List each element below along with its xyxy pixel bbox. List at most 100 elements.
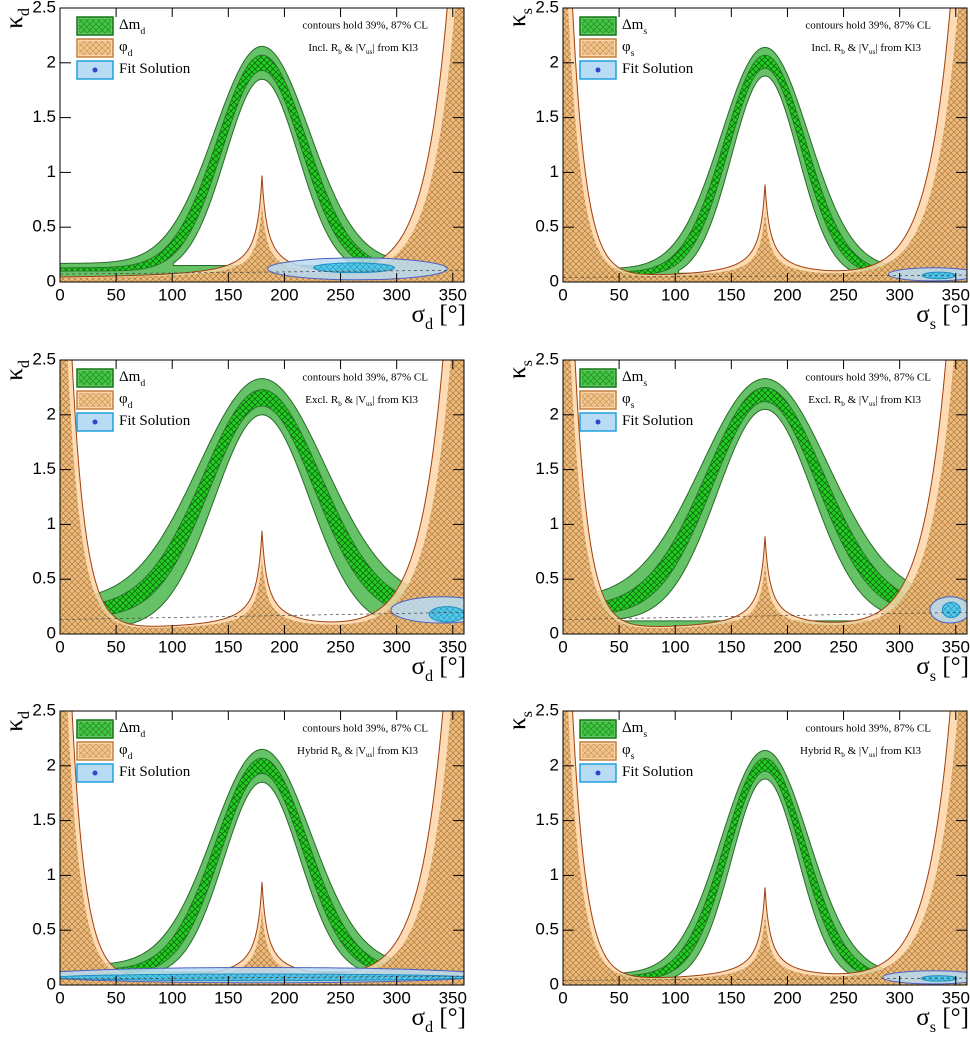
y-tick-label: 0 <box>550 271 559 290</box>
x-tick-label: 100 <box>661 637 689 656</box>
annotation-part: & |V <box>342 42 366 54</box>
dashed-contour <box>60 611 464 620</box>
y-axis-label-part: s <box>518 360 536 366</box>
y-tick-label: 1 <box>47 514 56 533</box>
legend-swatch-hatch <box>79 19 111 33</box>
x-axis-label-part: s <box>930 315 936 333</box>
legend-label-part: Fit Solution <box>119 764 191 780</box>
x-axis-label-part: d <box>425 667 433 685</box>
legend-label-part: Δm <box>119 369 141 385</box>
annotation: Incl. Rb & |Vus| from Kl3 <box>308 42 418 56</box>
y-tick-label: 1 <box>550 865 559 884</box>
x-tick-label: 100 <box>661 285 689 304</box>
x-tick-label: 250 <box>326 637 354 656</box>
annotation: Excl. Rb & |Vus| from Kl3 <box>808 394 921 408</box>
annotation-part: b <box>338 400 342 408</box>
legend-label-part: s <box>643 26 647 37</box>
y-tick-label: 1.5 <box>32 107 56 126</box>
y-axis-label: κs <box>504 360 536 379</box>
annotation-part: us <box>366 751 373 759</box>
x-tick-label: 50 <box>107 285 126 304</box>
x-tick-label: 350 <box>942 988 970 1007</box>
y-tick-label: 2 <box>47 52 56 71</box>
plot-area <box>563 8 967 282</box>
x-axis-label: σd [°] <box>411 1004 466 1036</box>
annotation: Hybrid Rb & |Vus| from Kl3 <box>800 745 921 759</box>
y-tick-label: 1.5 <box>535 107 559 126</box>
fit-region-inner <box>60 973 464 982</box>
x-tick-label: 200 <box>773 285 801 304</box>
legend-swatch-hatch <box>582 722 614 736</box>
legend-swatch-hatch <box>79 371 111 385</box>
legend-swatch-hatch <box>79 41 111 55</box>
legend-label: Fit Solution <box>119 61 191 77</box>
x-axis-label-part: σ <box>411 653 425 680</box>
annotation-part: Excl. R <box>808 394 842 406</box>
legend-label-part: Fit Solution <box>622 764 694 780</box>
legend-label-part: s <box>643 729 647 740</box>
y-axis-label: κd <box>1 8 33 29</box>
y-tick-label: 2 <box>47 755 56 774</box>
legend-label: Δmd <box>119 369 145 388</box>
legend-label: Δmd <box>119 720 145 739</box>
y-tick-label: 0 <box>47 974 56 993</box>
y-axis-label-part: κ <box>504 717 531 730</box>
legend-label-part: φ <box>622 391 631 407</box>
x-tick-label: 50 <box>610 637 629 656</box>
x-axis-label-part: [°] <box>433 1004 466 1031</box>
x-axis-label: σd [°] <box>411 653 466 685</box>
legend-label-part: φ <box>119 391 128 407</box>
fit-region-inner <box>428 606 464 623</box>
phi-region-hatched <box>563 711 967 985</box>
annotation: contours hold 39%, 87% CL <box>805 20 931 32</box>
x-tick-label: 0 <box>55 637 64 656</box>
legend-label: Fit Solution <box>622 61 694 77</box>
x-axis-label: σs [°] <box>916 653 969 685</box>
x-axis-label-part: d <box>425 315 433 333</box>
y-tick-label: 1 <box>47 865 56 884</box>
legend-label-part: d <box>140 26 145 37</box>
legend-swatch-hatch <box>79 744 111 758</box>
x-axis-label-part: [°] <box>936 301 969 328</box>
legend-label-part: Δm <box>622 369 644 385</box>
x-axis-label-part: σ <box>916 653 930 680</box>
frame <box>562 710 968 986</box>
legend-label-part: Δm <box>119 17 141 33</box>
y-tick-label: 2.5 <box>535 700 559 719</box>
annotation-part: us <box>366 400 373 408</box>
frame <box>59 7 465 283</box>
y-tick-label: 0.5 <box>535 217 559 236</box>
annotation-part: us <box>869 48 876 56</box>
fit-region-inner <box>313 262 395 274</box>
annotation-part: & |V <box>845 745 869 757</box>
legend-label: Δms <box>622 17 647 36</box>
x-tick-label: 0 <box>55 988 64 1007</box>
y-axis-label-part: κ <box>1 16 28 29</box>
y-axis-label-part: κ <box>504 14 531 27</box>
annotation: Incl. Rb & |Vus| from Kl3 <box>811 42 921 56</box>
legend-label: φd <box>119 742 133 761</box>
frame <box>59 359 465 635</box>
x-axis-label: σs [°] <box>916 1004 969 1036</box>
x-tick-label: 150 <box>214 988 242 1007</box>
legend-dot <box>92 770 98 776</box>
x-tick-label: 350 <box>439 285 467 304</box>
x-tick-label: 50 <box>107 988 126 1007</box>
x-tick-label: 200 <box>773 988 801 1007</box>
legend-swatch-hatch <box>79 722 111 736</box>
annotation-part: Hybrid R <box>297 745 339 757</box>
legend-label-part: s <box>631 48 635 59</box>
legend-dot <box>595 770 601 776</box>
frame <box>59 710 465 986</box>
annotation-part: b <box>841 751 845 759</box>
legend-label: φs <box>622 742 635 761</box>
y-tick-label: 1.5 <box>32 459 56 478</box>
annotation-part: & |V <box>845 42 869 54</box>
legend-label-part: φ <box>119 39 128 55</box>
y-axis-label-part: s <box>518 711 536 717</box>
x-axis-label: σd [°] <box>411 301 466 333</box>
